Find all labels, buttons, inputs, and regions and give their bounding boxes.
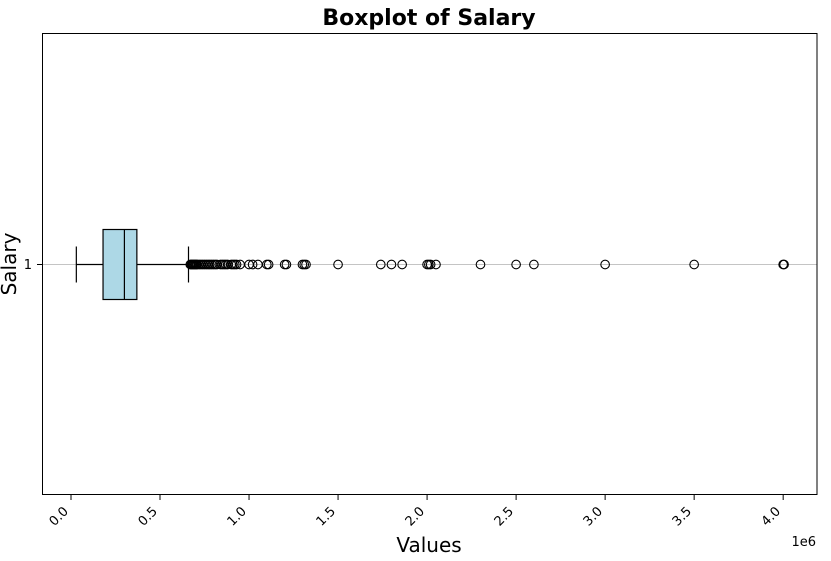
outlier-point — [386, 259, 397, 270]
x-tick-label: 2.5 — [492, 504, 517, 529]
x-axis-ticks: 0.0 0.5 1.0 1.5 2.0 2.5 3.0 3.5 4.0 — [47, 494, 784, 529]
chart-title: Boxplot of Salary — [322, 6, 535, 31]
x-tick-label: 0.0 — [47, 504, 72, 529]
outlier-point — [689, 259, 699, 270]
x-tick-label: 3.5 — [670, 504, 695, 529]
outlier-point — [263, 259, 274, 270]
x-tick-label: 1.0 — [225, 504, 250, 529]
x-axis-label: Values — [396, 533, 461, 557]
outlier-point — [231, 259, 242, 270]
outlier-point — [333, 259, 343, 270]
x-tick-label: 4.0 — [759, 504, 784, 529]
outlier-point — [247, 259, 258, 270]
plot-area — [75, 228, 789, 301]
outlier-point — [281, 259, 292, 270]
outlier-point — [475, 259, 486, 270]
outlier-point — [301, 259, 311, 270]
x-tick-label: 0.5 — [136, 504, 161, 529]
x-tick-label: 1.5 — [314, 504, 339, 529]
outlier-point — [529, 259, 539, 270]
outlier-point — [511, 259, 521, 270]
iqr-box — [102, 228, 138, 301]
y-tick-label: 1 — [24, 258, 32, 273]
outlier-point — [779, 259, 789, 270]
y-axis-label: Salary — [0, 232, 21, 295]
x-tick-label: 3.0 — [581, 504, 606, 529]
outlier-point — [431, 259, 441, 270]
outlier-point — [600, 259, 610, 270]
x-offset-label: 1e6 — [791, 535, 816, 550]
x-tick-label: 2.0 — [403, 504, 428, 529]
outlier-point — [425, 259, 436, 270]
outlier-point — [397, 259, 408, 270]
outlier-point — [375, 259, 386, 270]
